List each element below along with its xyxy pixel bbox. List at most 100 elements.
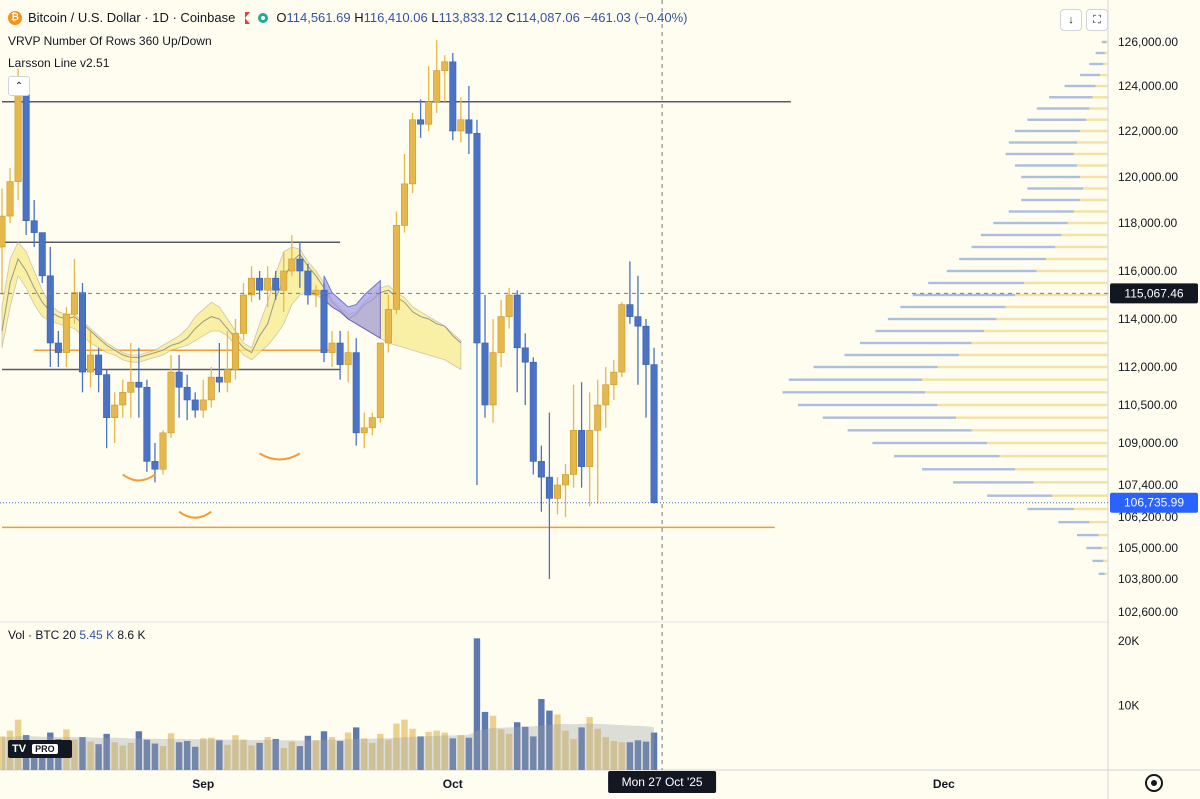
volume-bar xyxy=(433,730,440,770)
candle xyxy=(457,97,465,143)
candle-body xyxy=(30,220,38,233)
collapse-indicators-button[interactable]: ⌃ xyxy=(8,76,30,96)
candle-body xyxy=(167,371,175,434)
profile-row-up xyxy=(1067,221,1108,225)
candle xyxy=(280,251,288,312)
candle xyxy=(240,283,248,341)
candle-body xyxy=(545,476,553,499)
volume-bar xyxy=(369,742,376,770)
profile-row-down xyxy=(788,378,922,381)
download-button[interactable]: ↓ xyxy=(1060,9,1082,31)
profile-row-down xyxy=(980,233,1062,237)
candle xyxy=(54,331,62,367)
price-tick-label: 120,000.00 xyxy=(1118,170,1178,184)
candle xyxy=(537,445,545,512)
volume-bar xyxy=(385,739,392,770)
candle xyxy=(175,355,183,418)
price-tick-label: 116,000.00 xyxy=(1118,264,1177,278)
candle-body xyxy=(135,381,143,388)
larsson-cloud-bearish xyxy=(323,275,381,340)
profile-row-down xyxy=(993,221,1068,225)
volume-bar xyxy=(626,742,634,770)
volume-bar xyxy=(522,726,529,770)
profile-row-up xyxy=(1077,141,1108,144)
candle-body xyxy=(505,294,513,317)
candle-body xyxy=(392,225,400,310)
profile-row-up xyxy=(959,353,1108,357)
fullscreen-button[interactable]: ⛶ xyxy=(1086,9,1108,31)
volume-bar xyxy=(328,737,336,770)
candle-body xyxy=(497,316,505,353)
volume-bar xyxy=(546,710,553,770)
candle-body xyxy=(360,427,368,434)
pattern-arc xyxy=(178,510,212,519)
crosshair-price-tag xyxy=(1110,283,1198,304)
price-tick-label: 109,000.00 xyxy=(1118,436,1178,450)
profile-row-up xyxy=(1061,233,1108,237)
candle xyxy=(6,167,14,223)
price-tick-label: 114,000.00 xyxy=(1118,312,1177,326)
candle-body xyxy=(103,374,111,418)
candle xyxy=(481,295,489,418)
candle-body xyxy=(143,386,151,462)
candle-body xyxy=(183,386,191,401)
pattern-arc xyxy=(122,473,156,482)
candle-body xyxy=(537,461,545,478)
profile-row-up xyxy=(996,317,1108,321)
volume-legend[interactable]: Vol · BTC 20 5.45 K 8.6 K xyxy=(8,628,146,642)
volume-bar xyxy=(602,737,609,770)
candle xyxy=(70,259,78,324)
candle xyxy=(135,347,143,418)
volume-bar xyxy=(473,638,481,770)
candle-body xyxy=(248,277,256,296)
candle-body xyxy=(6,181,14,217)
gear-icon[interactable] xyxy=(1145,774,1163,792)
candle xyxy=(207,367,215,408)
profile-row-up xyxy=(1024,281,1108,285)
symbol-title[interactable]: Bitcoin / U.S. Dollar · 1D · Coinbase xyxy=(28,10,236,25)
profile-row-up xyxy=(925,391,1108,394)
candle xyxy=(119,379,127,418)
candle xyxy=(296,242,304,288)
price-tick-label: 107,400.00 xyxy=(1118,478,1178,492)
fullscreen-icon: ⛶ xyxy=(1093,13,1101,26)
profile-row-up xyxy=(971,341,1108,345)
market-open-icon xyxy=(258,12,269,23)
profile-row-down xyxy=(782,391,926,394)
volume-bar xyxy=(240,739,247,770)
volume-bar xyxy=(175,742,183,770)
indicator-larsson-line[interactable]: Larsson Line v2.51 xyxy=(8,56,110,70)
indicator-vrvp[interactable]: VRVP Number Of Rows 360 Up/Down xyxy=(8,34,212,48)
profile-row-up xyxy=(1095,84,1108,88)
volume-bar xyxy=(79,737,86,770)
volume-bar xyxy=(312,740,320,770)
volume-bar xyxy=(505,733,513,770)
profile-row-up xyxy=(1104,572,1108,576)
flag-icon[interactable] xyxy=(245,11,251,24)
volume-bar xyxy=(481,711,489,770)
chart-header: ₿ Bitcoin / U.S. Dollar · 1D · Coinbase … xyxy=(8,10,688,25)
candle xyxy=(425,66,433,131)
volume-bar xyxy=(192,746,199,770)
price-tick-label: 124,000.00 xyxy=(1118,79,1178,93)
candle-body xyxy=(457,119,465,132)
volume-profile xyxy=(782,40,1108,576)
candle xyxy=(320,283,328,363)
volume-bar xyxy=(578,727,585,770)
candle xyxy=(368,412,376,436)
profile-row-down xyxy=(894,454,1000,458)
tradingview-logo[interactable]: TV PRO xyxy=(8,740,72,758)
candle-body xyxy=(62,313,70,353)
candle-body xyxy=(570,430,578,475)
profile-row-down xyxy=(900,305,1006,309)
profile-row-down xyxy=(860,341,972,345)
candle-body xyxy=(296,258,304,272)
price-tick-label: 102,600.00 xyxy=(1118,605,1178,619)
candle xyxy=(650,347,658,504)
candle-body xyxy=(79,292,87,373)
candle xyxy=(159,430,167,475)
candle-body xyxy=(642,325,650,365)
volume-bar xyxy=(618,742,626,770)
profile-row-down xyxy=(1101,40,1107,44)
